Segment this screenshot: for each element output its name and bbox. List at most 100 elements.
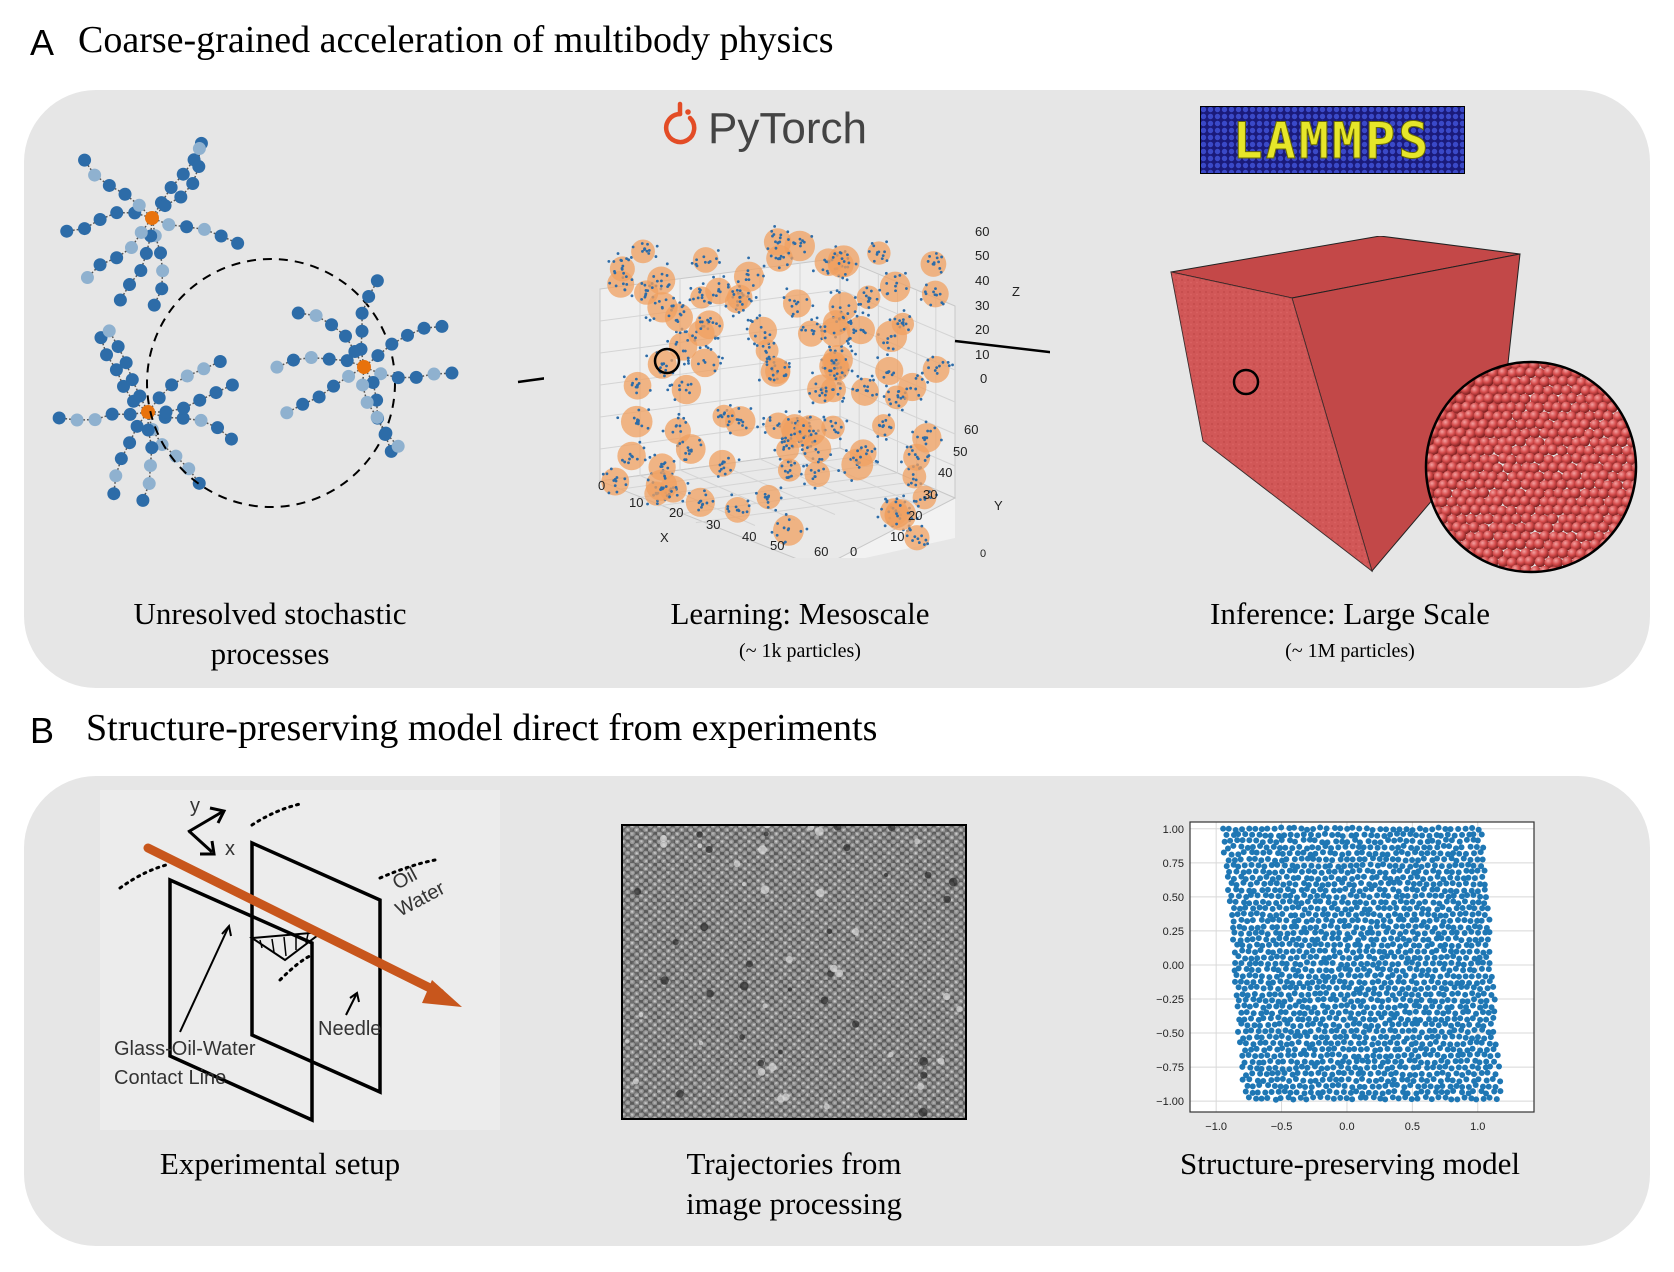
scatter-point xyxy=(1241,925,1248,932)
scatter-point xyxy=(1314,1010,1321,1017)
bead xyxy=(193,393,207,407)
scatter-point xyxy=(1453,1083,1460,1090)
scatter-point xyxy=(1434,844,1441,851)
bead xyxy=(427,367,441,381)
scatter-point xyxy=(1360,873,1367,880)
scatter-point xyxy=(1412,935,1419,942)
scatter-point xyxy=(1441,888,1448,895)
scatter-point xyxy=(1464,1057,1471,1064)
scatter-point xyxy=(1301,880,1308,887)
scatter-point xyxy=(1293,898,1300,905)
scatter-point xyxy=(1234,837,1241,844)
scatter-point xyxy=(1284,886,1291,893)
bead xyxy=(113,293,127,307)
scatter-point xyxy=(1349,917,1356,924)
scatter-point xyxy=(1475,1065,1482,1072)
scatter-point xyxy=(1238,930,1245,937)
molecule-zoomed xyxy=(270,274,459,458)
scatter-point xyxy=(1466,936,1473,943)
scatter-point xyxy=(1483,1016,1490,1023)
scatter-point xyxy=(1479,1009,1486,1016)
scatter-point xyxy=(1346,934,1353,941)
scatter-point xyxy=(1400,916,1407,923)
scatter-point xyxy=(1402,1003,1409,1010)
cluster-blob xyxy=(748,316,778,346)
scatter-point xyxy=(1262,892,1269,899)
scatter-point xyxy=(1287,955,1294,962)
scatter-point xyxy=(1282,1027,1289,1034)
scatter-point xyxy=(1478,1039,1485,1046)
scatter-point xyxy=(1449,1033,1456,1040)
z-tick-20: 20 xyxy=(975,322,989,337)
scatter-points xyxy=(1220,824,1504,1103)
scatter-point xyxy=(1329,959,1336,966)
scatter-point xyxy=(1257,947,1264,954)
scatter-point xyxy=(1303,949,1310,956)
scatter-point xyxy=(1403,885,1410,892)
scatter-point xyxy=(1473,980,1480,987)
scatter-point xyxy=(1389,856,1396,863)
scatter-point xyxy=(1304,980,1311,987)
scatter-point xyxy=(1377,1046,1384,1053)
scatter-point xyxy=(1243,894,1250,901)
scatter-point xyxy=(1425,911,1432,918)
bead xyxy=(356,378,370,392)
scatter-point xyxy=(1310,960,1317,967)
scatter-point xyxy=(1434,1009,1441,1016)
scatter-point xyxy=(1413,980,1420,987)
scatter-point xyxy=(1315,1081,1322,1088)
scatter-point xyxy=(1267,1015,1274,1022)
scatter-point xyxy=(1366,906,1373,913)
scatter-point xyxy=(1303,959,1310,966)
scatter-point xyxy=(1231,905,1238,912)
z-tick-50: 50 xyxy=(975,248,989,263)
scatter-point xyxy=(1369,929,1376,936)
scatter-point xyxy=(1324,1051,1331,1058)
bead xyxy=(327,379,341,393)
scatter-point xyxy=(1430,1047,1437,1054)
scatter-point xyxy=(1395,1033,1402,1040)
scatter-point xyxy=(1470,831,1477,838)
scatter-point xyxy=(1408,1052,1415,1059)
scatter-point xyxy=(1248,966,1255,973)
scatter-point xyxy=(1301,1058,1308,1065)
scatter-point xyxy=(1481,867,1488,874)
scatter-point xyxy=(1415,961,1422,968)
scatter-point xyxy=(1366,881,1373,888)
scatter-point xyxy=(1368,996,1375,1003)
bead xyxy=(78,153,92,167)
scatter-point xyxy=(1395,844,1402,851)
scatter-point xyxy=(1285,1034,1292,1041)
scatter-point xyxy=(1325,984,1332,991)
scatter-point xyxy=(1447,874,1454,881)
bead xyxy=(102,178,116,192)
scatter-point xyxy=(1356,942,1363,949)
scatter-point xyxy=(1370,990,1377,997)
bead xyxy=(70,413,84,427)
scatter-point xyxy=(1444,1089,1451,1096)
scatter-point xyxy=(1332,912,1339,919)
scatter-point xyxy=(1479,1026,1486,1033)
structure-preserving-scatter: −1.0 −0.5 0.0 0.5 1.01.000.750.500.250.00−0.… xyxy=(1156,821,1535,1130)
scatter-point xyxy=(1333,1089,1340,1096)
scatter-point xyxy=(1404,893,1411,900)
scatter-point xyxy=(1281,832,1288,839)
cluster-blob xyxy=(733,261,765,292)
scatter-point xyxy=(1411,911,1418,918)
scatter-point xyxy=(1452,965,1459,972)
scatter-point xyxy=(1382,1096,1389,1103)
scatter-point xyxy=(1334,924,1341,931)
scatter-point xyxy=(1490,1028,1497,1035)
scatter-point xyxy=(1486,978,1493,985)
scatter-point xyxy=(1322,1022,1329,1029)
scatter-point xyxy=(1383,1034,1390,1041)
scatter-point xyxy=(1470,984,1477,991)
scatter-point xyxy=(1303,1051,1310,1058)
scatter-point xyxy=(1483,1046,1490,1053)
scatter-point xyxy=(1385,1089,1392,1096)
scatter-point xyxy=(1274,1069,1281,1076)
scatter-point xyxy=(1471,996,1478,1003)
scatter-point xyxy=(1454,1096,1461,1103)
scatter-point xyxy=(1252,1053,1259,1060)
scatter-point xyxy=(1228,892,1235,899)
